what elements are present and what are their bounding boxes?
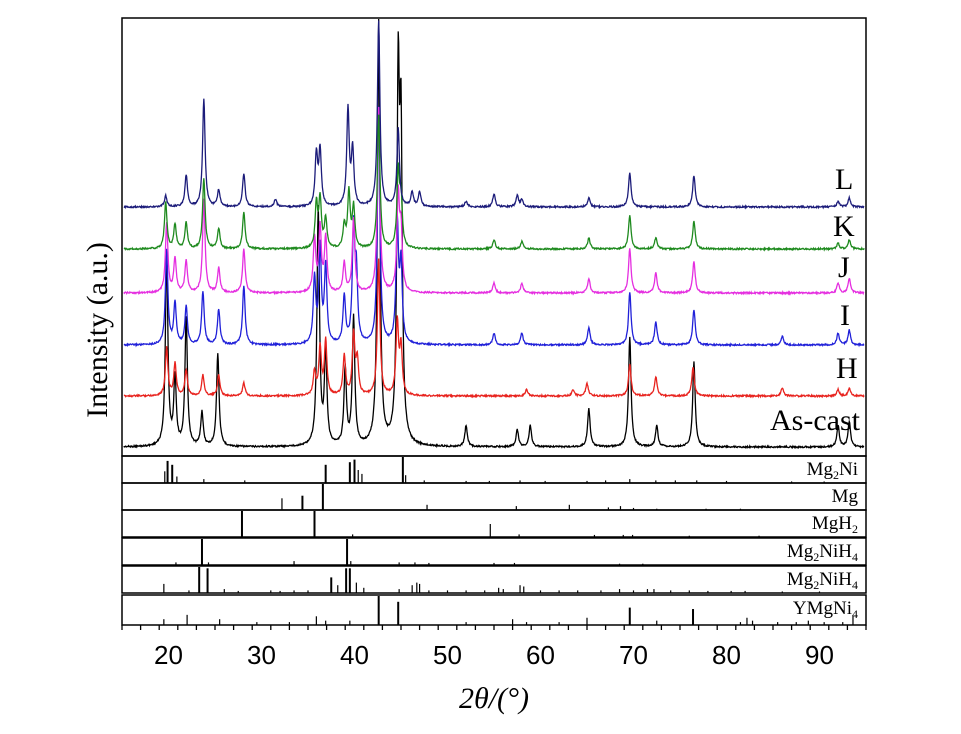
xrd-trace-k (123, 114, 865, 252)
caption-cutoff-strip (0, 724, 961, 734)
trace-group (123, 18, 865, 450)
ref-label-4: Mg2NiH4 (787, 569, 858, 592)
trace-label-K: K (833, 210, 855, 243)
main-plot-frame (121, 17, 867, 457)
x-axis-title: 2θ/(°) (459, 682, 529, 715)
xrd-trace-h (123, 258, 865, 399)
ref-label-0: Mg2Ni (807, 459, 858, 482)
xrd-trace-i (123, 106, 865, 348)
trace-label-I: I (840, 299, 850, 332)
x-tick-label-30: 30 (247, 640, 276, 670)
x-axis: 20 30 40 50 60 70 80 90 (121, 625, 867, 670)
ref-panel-3 (121, 537, 867, 566)
ref-panel-0 (121, 455, 867, 484)
ref-panel-1 (121, 482, 867, 511)
ref-panel-2 (121, 509, 867, 538)
y-axis-title: Intensity (a.u.) (81, 242, 114, 418)
x-tick-label-70: 70 (619, 640, 648, 670)
trace-label-H: H (836, 352, 858, 385)
ref-panel-4 (121, 565, 867, 594)
ref-label-1: Mg (832, 486, 859, 507)
ref-label-3: Mg2NiH4 (787, 541, 858, 564)
reference-panels: Mg2Ni Mg MgH2 Mg2NiH4 Mg2NiH4 YMgNi4 (121, 455, 867, 626)
ref-label-5: YMgNi4 (793, 598, 858, 621)
ref-panel-5 (121, 594, 867, 626)
trace-label-L: L (835, 163, 853, 196)
xrd-trace-j (123, 107, 865, 296)
xrd-trace-as-cast (123, 18, 865, 450)
x-tick-label-40: 40 (340, 640, 369, 670)
ref-label-2: MgH2 (812, 513, 858, 536)
x-tick-label-90: 90 (805, 640, 834, 670)
x-tick-label-50: 50 (433, 640, 462, 670)
x-tick-label-20: 20 (154, 640, 183, 670)
x-tick-label-80: 80 (712, 640, 741, 670)
trace-label-J: J (838, 251, 850, 284)
trace-label-as-cast: As-cast (770, 404, 861, 437)
x-tick-label-60: 60 (526, 640, 555, 670)
xrd-trace-l (123, 20, 865, 210)
